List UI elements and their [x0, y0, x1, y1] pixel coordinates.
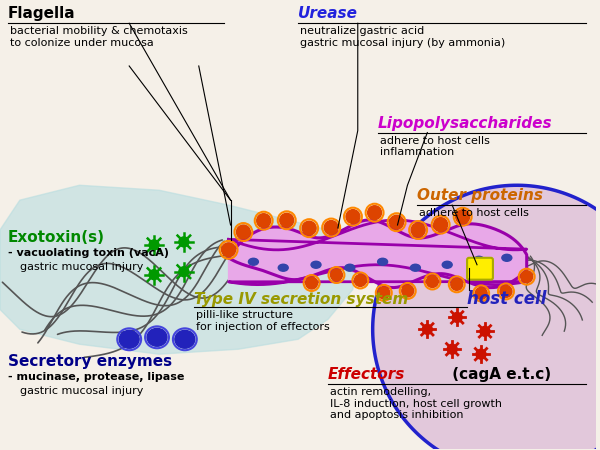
Text: gastric mucosal injury: gastric mucosal injury	[20, 262, 143, 272]
Text: Type IV secretion system: Type IV secretion system	[194, 292, 408, 306]
Polygon shape	[229, 220, 527, 288]
Text: Lipopolysaccharides: Lipopolysaccharides	[377, 116, 552, 130]
Circle shape	[434, 218, 448, 232]
Circle shape	[236, 225, 250, 239]
Ellipse shape	[442, 261, 452, 268]
Circle shape	[456, 210, 470, 224]
Circle shape	[521, 271, 533, 283]
Polygon shape	[229, 220, 527, 285]
Text: Exotoxin(s): Exotoxin(s)	[8, 230, 105, 245]
Circle shape	[452, 312, 462, 322]
Polygon shape	[229, 220, 527, 288]
Circle shape	[149, 240, 159, 250]
Text: Urease: Urease	[298, 6, 358, 21]
Circle shape	[422, 324, 432, 334]
Ellipse shape	[474, 256, 484, 263]
FancyBboxPatch shape	[467, 258, 493, 279]
Text: adhere to host cells: adhere to host cells	[419, 208, 529, 218]
Text: Effectors: Effectors	[328, 367, 406, 382]
Polygon shape	[0, 185, 358, 354]
Circle shape	[368, 206, 382, 220]
Circle shape	[280, 213, 293, 227]
Text: (cagA e.t.c): (cagA e.t.c)	[447, 367, 551, 382]
Circle shape	[480, 326, 490, 336]
Text: - mucinase, protease, lipase: - mucinase, protease, lipase	[8, 372, 184, 382]
Circle shape	[302, 221, 316, 235]
Text: pilli-like structure
for injection of effectors: pilli-like structure for injection of ef…	[196, 310, 329, 332]
Ellipse shape	[278, 264, 288, 271]
Circle shape	[475, 288, 487, 299]
Ellipse shape	[410, 264, 421, 271]
Ellipse shape	[502, 254, 512, 261]
Ellipse shape	[248, 258, 259, 265]
Ellipse shape	[377, 258, 388, 265]
Ellipse shape	[311, 261, 321, 268]
Text: gastric mucosal injury: gastric mucosal injury	[20, 386, 143, 396]
Circle shape	[257, 214, 271, 228]
Circle shape	[305, 277, 317, 289]
Ellipse shape	[345, 264, 355, 271]
Circle shape	[331, 269, 343, 281]
Circle shape	[389, 215, 404, 229]
Circle shape	[411, 223, 425, 237]
Circle shape	[179, 237, 189, 247]
Polygon shape	[373, 185, 600, 450]
Text: actin remodelling,
IL-8 induction, host cell growth
and apoptosis inhibition: actin remodelling, IL-8 induction, host …	[330, 387, 502, 420]
Circle shape	[500, 285, 512, 297]
Text: bacterial mobility & chemotaxis
to colonize under mucosa: bacterial mobility & chemotaxis to colon…	[10, 26, 188, 48]
Circle shape	[346, 210, 360, 224]
Text: host cell: host cell	[467, 290, 547, 308]
Circle shape	[447, 344, 457, 354]
Circle shape	[476, 349, 486, 359]
Circle shape	[355, 274, 366, 287]
Text: Secretory enzymes: Secretory enzymes	[8, 354, 172, 369]
Text: Outer proteins: Outer proteins	[418, 188, 544, 203]
Circle shape	[324, 220, 338, 234]
Ellipse shape	[119, 330, 139, 348]
Circle shape	[221, 243, 236, 257]
Circle shape	[402, 285, 414, 297]
Circle shape	[427, 275, 439, 288]
Circle shape	[451, 279, 463, 290]
Circle shape	[149, 270, 159, 279]
Ellipse shape	[147, 328, 167, 346]
Text: - vacuolating toxin (vacA): - vacuolating toxin (vacA)	[8, 248, 169, 258]
Text: neutralize gastric acid
gastric mucosal injury (by ammonia): neutralize gastric acid gastric mucosal …	[300, 26, 505, 48]
Circle shape	[179, 267, 189, 277]
Text: Flagella: Flagella	[8, 6, 76, 21]
Circle shape	[378, 287, 390, 299]
Text: adhere to host cells
inflammation: adhere to host cells inflammation	[380, 135, 490, 157]
Ellipse shape	[175, 330, 195, 348]
